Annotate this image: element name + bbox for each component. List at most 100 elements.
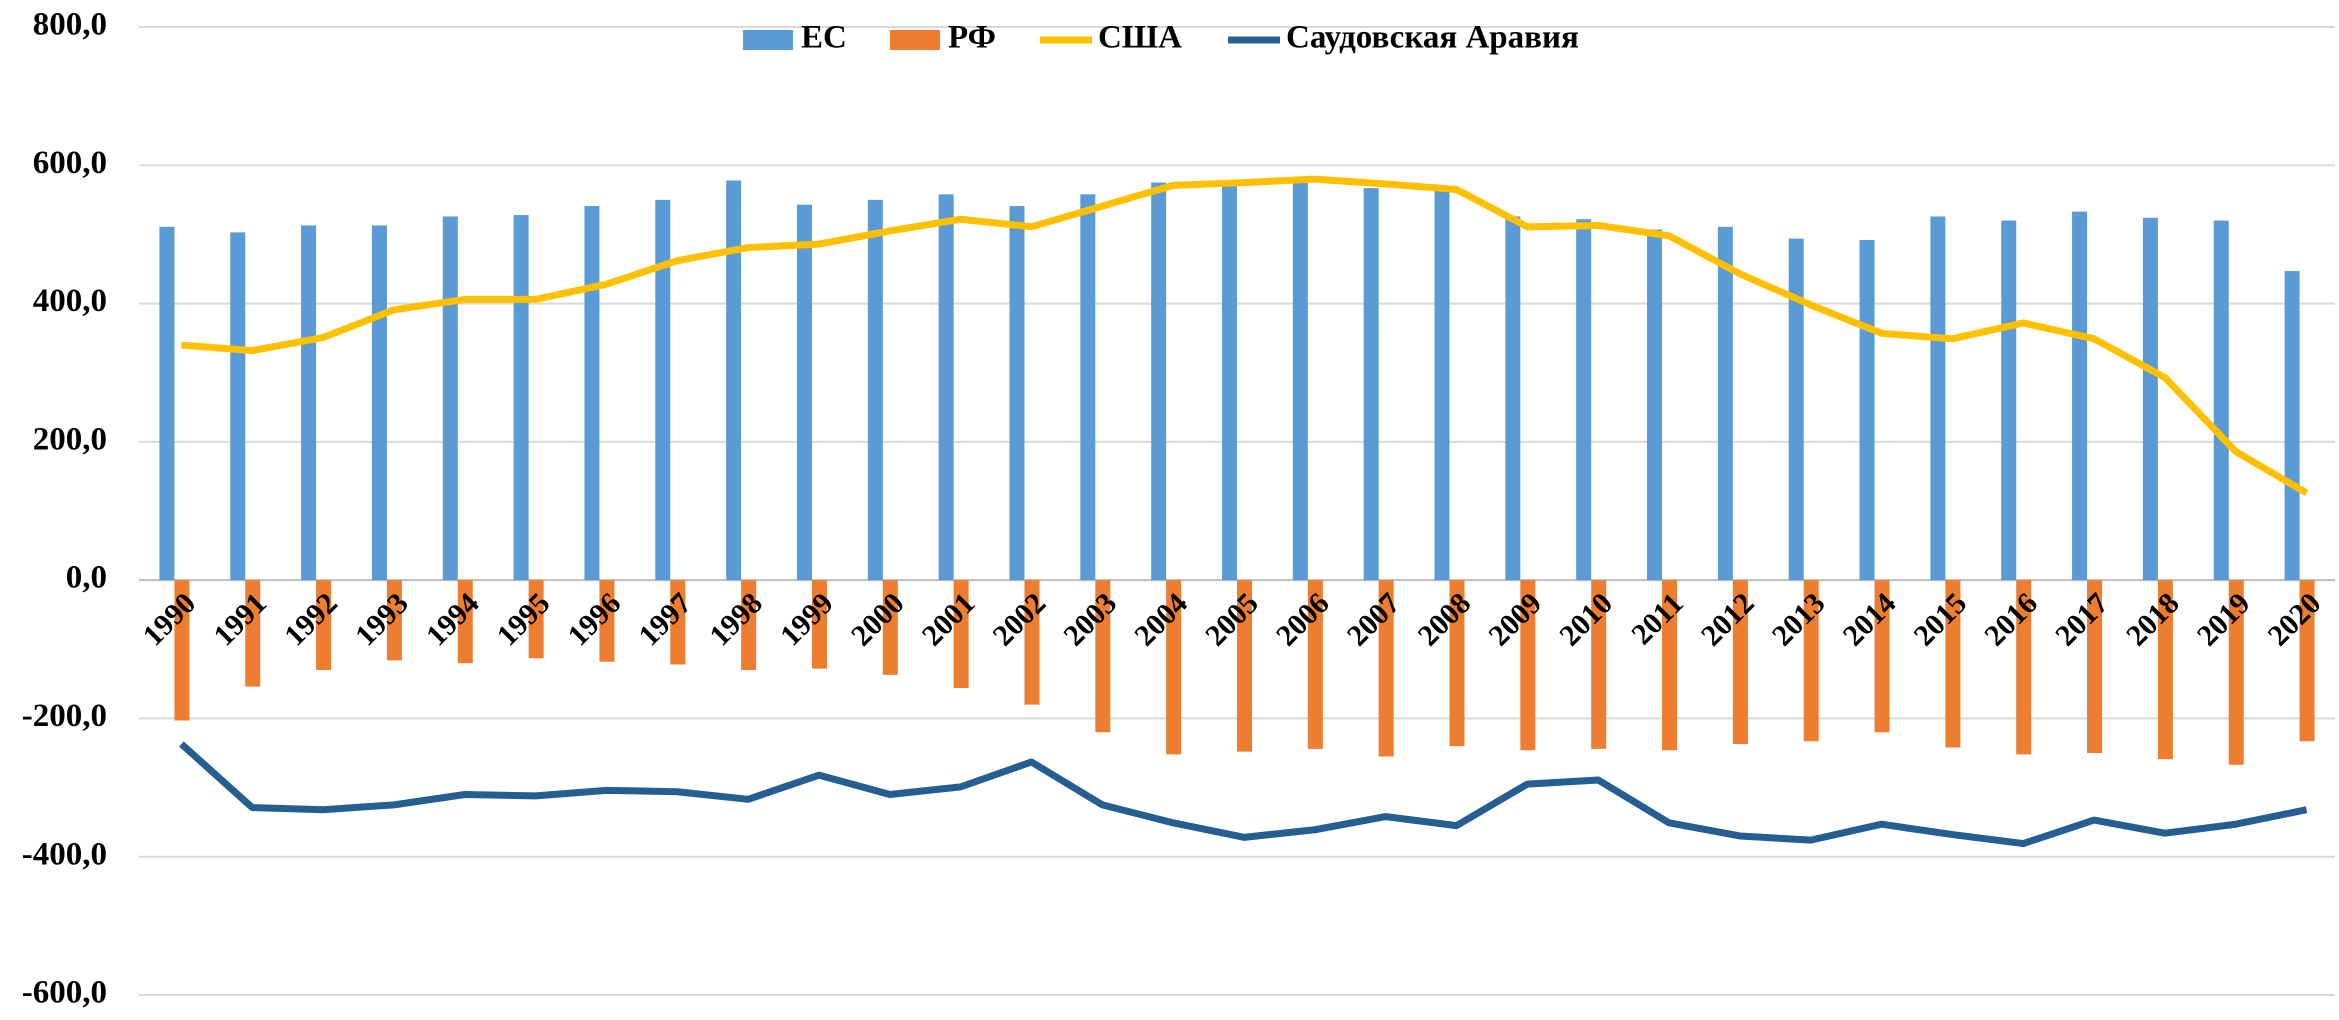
x-tick-label: 1993 (349, 587, 415, 653)
bar (2299, 580, 2315, 742)
bar (882, 580, 898, 675)
y-tick-label: 0,0 (66, 560, 107, 596)
legend-label: РФ (948, 20, 996, 56)
bar (811, 580, 827, 669)
x-tick-label: 1994 (420, 587, 486, 653)
bar (2157, 580, 2173, 760)
x-tick-label: 2014 (1837, 587, 1903, 653)
bar (1647, 229, 1663, 581)
bar (1151, 182, 1167, 581)
x-tick-label: 2008 (1412, 587, 1478, 653)
bar (1930, 216, 1946, 581)
bar (1576, 219, 1592, 581)
x-tick-label: 2002 (987, 587, 1053, 653)
legend-item: РФ (890, 20, 996, 56)
bar (1095, 580, 1111, 733)
bar (726, 180, 742, 581)
legend-label: Саудовская Аравия (1286, 20, 1579, 56)
bar (584, 206, 600, 581)
x-tick-label: 2005 (1199, 587, 1265, 653)
bar (1732, 580, 1748, 745)
legend-label: ЕС (801, 20, 847, 56)
x-tick-label: 2019 (2191, 587, 2257, 653)
bar (1717, 226, 1733, 581)
x-tick-label: 2003 (1057, 587, 1123, 653)
bar (386, 580, 402, 661)
x-tick-label: 2007 (1341, 587, 1407, 653)
bar (1662, 580, 1678, 751)
bar (1434, 188, 1450, 581)
legend-swatch (743, 30, 793, 50)
bar (513, 215, 529, 581)
x-tick-label: 2006 (1270, 587, 1336, 653)
bar (938, 194, 954, 581)
y-tick-label: -200,0 (22, 698, 107, 734)
bar (1237, 580, 1252, 752)
bar (1292, 177, 1308, 581)
bar (2072, 211, 2088, 581)
y-tick-label: 400,0 (33, 283, 107, 319)
x-tick-label: 2015 (1907, 587, 1973, 653)
bar (1024, 580, 1040, 705)
x-tick-label: 2010 (1553, 587, 1619, 653)
bar (2228, 580, 2244, 765)
bar (599, 580, 615, 662)
bar (1378, 580, 1394, 757)
legend-item: Саудовская Аравия (1228, 20, 1579, 56)
x-tick-label: 1997 (632, 587, 698, 653)
line (179, 741, 2308, 848)
x-tick-label: 2001 (916, 587, 982, 653)
bar (655, 199, 671, 581)
bar (796, 204, 812, 581)
x-tick-label: 1990 (136, 587, 202, 653)
bar (528, 580, 544, 659)
bar (457, 580, 473, 664)
x-tick-label: 2016 (1978, 587, 2044, 653)
x-tick-label: 1995 (491, 587, 557, 653)
bar (1505, 216, 1521, 581)
x-tick-label: 1999 (774, 587, 840, 653)
bar (1520, 580, 1536, 751)
bar (2016, 580, 2032, 755)
bar (1591, 580, 1607, 749)
x-tick-label: 2009 (1482, 587, 1548, 653)
bar (1009, 206, 1025, 581)
bar (1222, 180, 1237, 581)
bar (1788, 238, 1804, 581)
bar (2087, 580, 2103, 753)
bar (1874, 580, 1890, 733)
bar (174, 580, 190, 721)
bar (245, 580, 261, 687)
x-tick-label: 2018 (2120, 587, 2186, 653)
bar (1080, 194, 1096, 581)
bar (230, 232, 246, 581)
y-tick-label: 800,0 (33, 7, 107, 43)
bar (1449, 580, 1465, 747)
x-tick-label: 2013 (1766, 587, 1832, 653)
legend-item: США (1040, 20, 1182, 56)
bar (159, 226, 175, 581)
x-tick-label: 1996 (562, 587, 628, 653)
x-tick-label: 2012 (1695, 587, 1761, 653)
bar (2284, 271, 2300, 581)
x-tick-label: 2017 (2049, 587, 2115, 653)
x-tick-label: 2000 (845, 587, 911, 653)
x-tick-label: 1992 (278, 587, 344, 653)
legend-item: ЕС (743, 20, 847, 56)
bar (442, 216, 458, 581)
x-tick-label: 2011 (1625, 587, 1690, 652)
bar (867, 199, 883, 581)
bar (316, 580, 332, 671)
y-tick-label: -400,0 (22, 836, 107, 872)
legend-label: США (1098, 20, 1182, 56)
bar (2213, 220, 2229, 581)
y-tick-label: 600,0 (33, 145, 107, 181)
x-tick-label: 2004 (1128, 587, 1194, 653)
bar (1803, 580, 1819, 742)
bar (1307, 580, 1323, 749)
bar (1945, 580, 1961, 748)
bar (1859, 239, 1875, 581)
bar (301, 225, 317, 581)
x-tick-label: 1998 (703, 587, 769, 653)
